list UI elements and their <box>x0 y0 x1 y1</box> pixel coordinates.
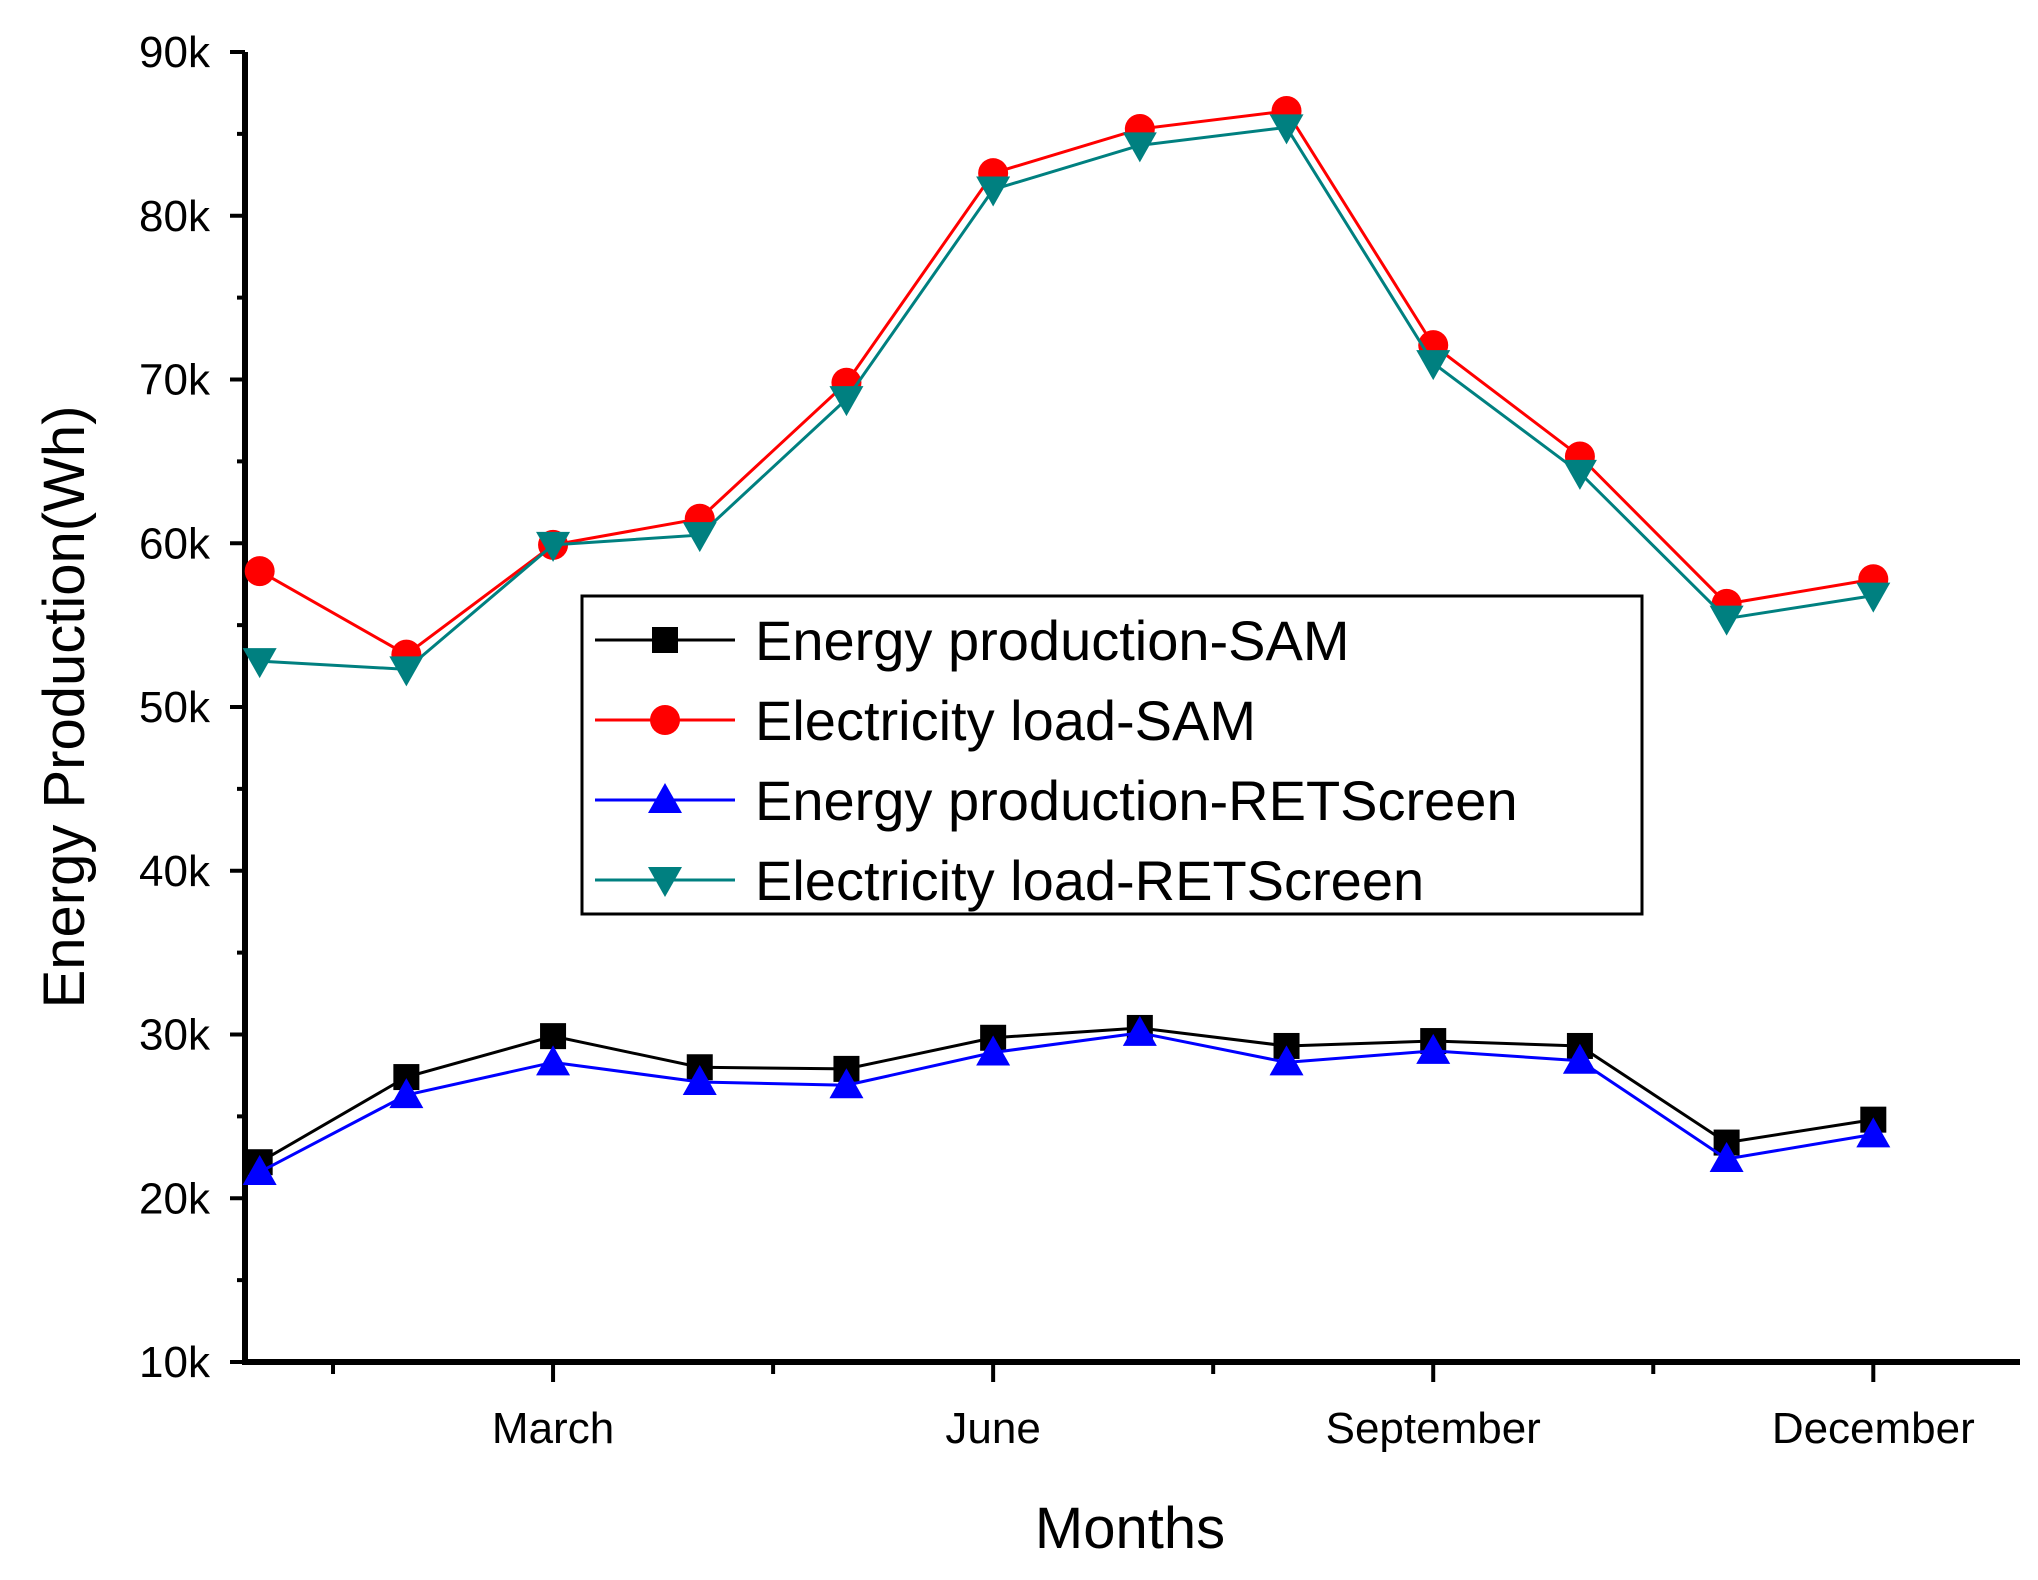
y-tick-label: 70k <box>139 356 211 405</box>
data-point <box>389 656 424 687</box>
x-tick-label: June <box>945 1404 1040 1453</box>
x-tick-label: March <box>492 1404 614 1453</box>
data-point <box>976 1035 1011 1066</box>
x-tick-label: September <box>1326 1404 1541 1453</box>
legend-label: Energy production-RETScreen <box>755 769 1518 832</box>
data-point <box>242 648 277 679</box>
data-point <box>1416 1033 1451 1064</box>
legend-label: Energy production-SAM <box>755 609 1350 672</box>
legend-items: Energy production-SAM Electricity load-SA… <box>595 609 1518 912</box>
series-line <box>259 125 1874 671</box>
series-0 <box>246 1014 1887 1176</box>
y-tick-label: 80k <box>139 192 211 241</box>
x-tick-label: December <box>1772 1404 1975 1453</box>
data-point <box>1269 1045 1304 1076</box>
data-point <box>389 1078 424 1109</box>
data-point <box>1269 114 1304 145</box>
data-point <box>1709 1141 1744 1172</box>
data-point <box>682 522 717 553</box>
data-point <box>1562 459 1597 490</box>
y-tick-label: 40k <box>139 847 211 896</box>
data-point <box>1709 605 1744 636</box>
legend-item: Energy production-SAM <box>595 609 1350 672</box>
data-point <box>1122 1015 1157 1046</box>
data-point <box>244 556 275 587</box>
data-point <box>536 531 571 562</box>
legend-item: Energy production-RETScreen <box>595 769 1518 832</box>
series-line <box>258 1031 1874 1174</box>
y-ticks: 10k 20k 30k 40k 50k 60k 70k 80k 90k <box>139 28 245 1387</box>
y-tick-label: 50k <box>139 683 211 732</box>
series-1 <box>244 95 1889 670</box>
data-point <box>682 1064 717 1095</box>
data-point <box>976 176 1011 207</box>
legend-marker <box>652 627 678 653</box>
legend-item: Electricity load-RETScreen <box>595 849 1424 912</box>
data-point <box>242 1155 277 1186</box>
y-tick-label: 20k <box>139 1174 211 1223</box>
x-axis-title: Months <box>1035 1496 1225 1561</box>
data-point <box>1856 582 1891 613</box>
series-3 <box>242 114 1891 687</box>
legend-item: Electricity load-SAM <box>595 689 1256 752</box>
legend: Energy production-SAM Electricity load-SA… <box>580 594 1644 916</box>
legend-label: Electricity load-RETScreen <box>755 849 1424 912</box>
data-point <box>540 1023 567 1050</box>
y-axis-title: Energy Production(Wh) <box>32 406 97 1009</box>
data-point <box>1416 350 1451 381</box>
data-point <box>1856 1117 1891 1148</box>
series-line <box>258 109 1874 657</box>
legend-marker <box>648 783 682 813</box>
legend-marker <box>650 705 680 735</box>
data-point <box>829 386 864 417</box>
data-point <box>536 1045 571 1076</box>
series-line <box>258 1026 1874 1164</box>
y-tick-label: 30k <box>139 1011 211 1060</box>
series-2 <box>242 1015 1891 1186</box>
legend-marker <box>648 867 682 897</box>
legend-box <box>580 594 1644 916</box>
plot-area <box>242 95 1891 1186</box>
y-tick-label: 10k <box>139 1338 211 1387</box>
y-tick-label: 90k <box>139 28 211 77</box>
data-point <box>1122 132 1157 163</box>
legend-label: Electricity load-SAM <box>755 689 1256 752</box>
data-point <box>829 1068 864 1099</box>
axes: 10k 20k 30k 40k 50k 60k 70k 80k 90k March June Sep… <box>32 28 2020 1561</box>
data-point <box>1562 1043 1597 1074</box>
x-ticks: March June September December <box>331 1362 1975 1453</box>
y-tick-label: 60k <box>139 519 211 568</box>
